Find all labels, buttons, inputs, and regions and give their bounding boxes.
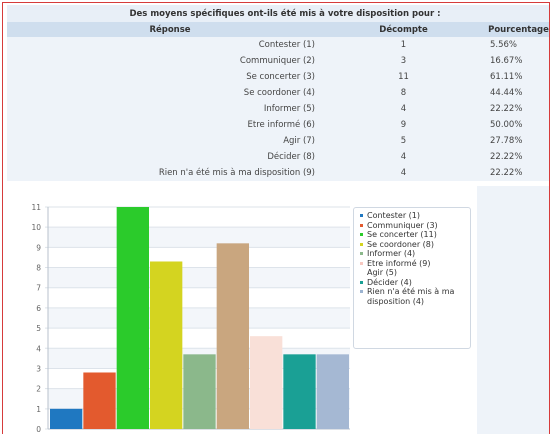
- table-row: Se coordoner (4) 8 44.44%: [7, 85, 549, 101]
- bar: [216, 243, 249, 429]
- table-row: Communiquer (2) 3 16.67%: [7, 53, 549, 69]
- row-percentage: 5.56%: [474, 37, 549, 53]
- legend-item: Rien n'a été mis à ma disposition (4): [360, 287, 466, 306]
- bar: [150, 261, 183, 429]
- y-tick-label: 0: [36, 425, 41, 434]
- legend-label: Décider (4): [367, 277, 412, 287]
- y-tick-label: 7: [36, 284, 41, 293]
- legend-item: Décider (4): [360, 278, 466, 288]
- legend-item: Informer (4): [360, 249, 466, 259]
- y-tick-label: 4: [36, 344, 41, 353]
- legend-swatch: [360, 290, 363, 293]
- grid-band: [48, 227, 350, 248]
- bar: [83, 372, 116, 429]
- legend-swatch: [360, 242, 363, 246]
- legend-label: Rien n'a été mis à ma disposition (4): [367, 287, 455, 306]
- grid-band: [48, 307, 350, 329]
- row-percentage: 27.78%: [474, 133, 549, 149]
- row-label: Contester (1): [7, 37, 333, 53]
- row-percentage: 22.22%: [474, 165, 549, 181]
- y-tick-label: 3: [36, 364, 41, 373]
- row-count: 9: [333, 117, 474, 133]
- legend-label: Etre informé (9): [367, 258, 431, 268]
- row-count: 8: [333, 85, 474, 101]
- row-count: 1: [333, 37, 474, 53]
- legend-item: Agir (5): [360, 268, 466, 278]
- bar: [283, 354, 316, 429]
- header-response: Réponse: [7, 22, 333, 37]
- row-percentage: 61.11%: [474, 69, 549, 85]
- legend-swatch: [360, 233, 363, 236]
- legend-swatch: [360, 252, 363, 255]
- results-table: Des moyens spécifiques ont-ils été mis à…: [7, 5, 549, 181]
- table-row: Rien n'a été mis à ma disposition (9) 4 22…: [7, 165, 549, 181]
- legend-item: Se coordoner (8): [360, 240, 466, 250]
- table-row: Se concerter (3) 11 61.11%: [7, 69, 549, 85]
- y-tick-label: 10: [31, 223, 41, 232]
- y-tick-label: 8: [36, 264, 41, 273]
- row-label: Etre informé (6): [7, 117, 333, 133]
- row-count: 5: [333, 133, 474, 149]
- bar: [250, 336, 283, 429]
- row-label: Se concerter (3): [7, 69, 333, 85]
- results-table-body: Contester (1) 1 5.56% Communiquer (2) 3 16.67…: [7, 37, 549, 181]
- row-label: Se coordoner (4): [7, 85, 333, 101]
- y-tick-label: 2: [36, 385, 41, 394]
- legend-label: Se coordoner (8): [367, 239, 435, 249]
- row-count: 4: [333, 101, 474, 117]
- y-tick-label: 5: [36, 324, 41, 333]
- y-tick-label: 6: [36, 304, 41, 313]
- row-label: Informer (5): [7, 101, 333, 117]
- bar: [316, 354, 349, 429]
- row-count: 11: [333, 69, 474, 85]
- legend-item: Etre informé (9): [360, 259, 466, 269]
- row-percentage: 44.44%: [474, 85, 549, 101]
- row-label: Décider (8): [7, 149, 333, 165]
- row-percentage: 50.00%: [474, 117, 549, 133]
- y-tick-label: 9: [36, 243, 41, 252]
- question-title: Des moyens spécifiques ont-ils été mis à…: [7, 5, 549, 22]
- row-count: 4: [333, 149, 474, 165]
- legend-swatch: [360, 261, 363, 265]
- row-count: 4: [333, 165, 474, 181]
- bar-chart: 0 1 2 3 4 5 6 7 8 9 10 11: [31, 203, 350, 434]
- row-percentage: 22.22%: [474, 149, 549, 165]
- row-label: Agir (7): [7, 133, 333, 149]
- legend-item: Communiquer (3): [360, 221, 466, 231]
- bar: [50, 408, 83, 429]
- y-tick-label: 11: [31, 203, 41, 212]
- legend-label: Communiquer (3): [367, 220, 438, 230]
- header-percentage: Pourcentage: [474, 22, 549, 37]
- legend-label: Informer (4): [367, 249, 416, 258]
- legend-swatch: [360, 280, 363, 284]
- row-label: Rien n'a été mis à ma disposition (9): [7, 165, 333, 181]
- bar: [183, 354, 216, 429]
- row-percentage: 22.22%: [474, 101, 549, 117]
- legend-item: Contester (1): [360, 211, 466, 221]
- legend-label: Contester (1): [367, 211, 420, 220]
- table-row: Décider (8) 4 22.22%: [7, 149, 549, 165]
- header-count: Décompte: [333, 22, 474, 37]
- table-row: Agir (7) 5 27.78%: [7, 133, 549, 149]
- table-row: Etre informé (6) 9 50.00%: [7, 117, 549, 133]
- grid-band: [48, 267, 350, 288]
- bar: [116, 207, 149, 429]
- row-count: 3: [333, 53, 474, 69]
- table-row: Informer (5) 4 22.22%: [7, 101, 549, 117]
- table-row: Contester (1) 1 5.56%: [7, 37, 549, 53]
- chart-legend: Contester (1) Communiquer (3) Se concerter…: [353, 207, 471, 349]
- y-tick-label: 1: [36, 405, 41, 414]
- legend-swatch: [360, 214, 363, 217]
- percentage-column-background: [477, 186, 549, 434]
- row-label: Communiquer (2): [7, 53, 333, 69]
- legend-item: Se concerter (11): [360, 230, 466, 240]
- legend-label: Se concerter (11): [367, 230, 437, 239]
- legend-label: Agir (5): [367, 268, 397, 277]
- row-percentage: 16.67%: [474, 53, 549, 69]
- legend-swatch: [360, 223, 363, 227]
